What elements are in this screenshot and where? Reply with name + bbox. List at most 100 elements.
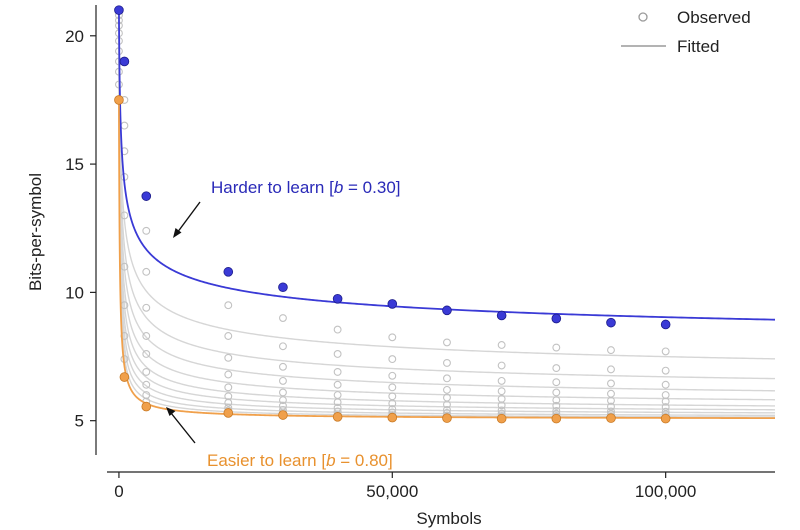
- observed-point-background: [142, 332, 151, 340]
- fitted-curve-background-5: [118, 51, 776, 411]
- observed-point-background: [120, 262, 129, 271]
- observed-point-background: [388, 399, 397, 408]
- observed-point-hard: [223, 267, 234, 277]
- observed-point-easy: [119, 372, 130, 382]
- observed-point-background: [497, 361, 506, 370]
- annotation-harder-arrow-line: [176, 201, 201, 234]
- observed-point-background: [142, 380, 151, 389]
- background-observed-points: [114, 11, 670, 421]
- y-tick-label: 20: [65, 27, 84, 46]
- highlight-observed-points: [114, 5, 671, 424]
- observed-point-easy: [442, 413, 452, 423]
- background-fitted-curves: [118, 15, 776, 418]
- observed-point-background: [279, 388, 287, 397]
- observed-point-background: [552, 378, 561, 387]
- observed-point-easy: [551, 413, 562, 424]
- observed-point-easy: [223, 408, 234, 418]
- observed-point-background: [388, 383, 397, 392]
- annotation-easier-var: b: [326, 451, 335, 470]
- y-axis-ticks: 5 10 15 20: [65, 27, 96, 431]
- observed-point-background: [552, 396, 561, 405]
- fitted-curve-background-4: [118, 40, 776, 407]
- observed-point-easy: [496, 413, 507, 424]
- observed-point-background: [661, 391, 670, 399]
- observed-point-background: [552, 388, 561, 397]
- observed-point-background: [552, 401, 561, 410]
- observed-point-background: [224, 370, 233, 379]
- observed-point-background: [279, 396, 287, 405]
- x-tick-label: 50,000: [366, 482, 418, 501]
- observed-point-background: [388, 371, 397, 380]
- observed-point-background: [443, 374, 451, 383]
- y-axis-title: Bits-per-symbol: [26, 173, 45, 291]
- observed-point-background: [443, 338, 451, 347]
- observed-point-easy: [606, 413, 616, 423]
- observed-point-background: [552, 364, 561, 373]
- x-axis-title: Symbols: [416, 509, 481, 528]
- observed-point-background: [120, 211, 129, 220]
- observed-point-background: [443, 405, 451, 414]
- observed-point-background: [279, 314, 287, 322]
- annotation-easier-arrowhead: [166, 407, 176, 416]
- legend-observed-label: Observed: [677, 8, 751, 27]
- observed-point-hard: [660, 319, 671, 330]
- observed-point-background: [552, 343, 561, 352]
- observed-point-background: [142, 267, 151, 276]
- observed-point-background: [333, 367, 342, 376]
- observed-point-background: [388, 405, 397, 414]
- observed-point-background: [497, 401, 506, 410]
- fitted-curve-background-2: [118, 25, 776, 392]
- observed-point-hard: [114, 5, 124, 15]
- observed-point-easy: [114, 95, 124, 105]
- observed-point-background: [279, 342, 287, 351]
- observed-point-background: [607, 346, 615, 355]
- observed-point-background: [333, 325, 342, 334]
- fitted-curve-background-1: [118, 20, 776, 380]
- observed-point-background: [279, 376, 287, 385]
- annotation-harder: Harder to learn [b = 0.30]: [173, 178, 401, 238]
- observed-point-background: [333, 391, 342, 399]
- observed-point-hard: [551, 313, 562, 324]
- annotation-harder-arrowhead: [173, 228, 182, 238]
- annotation-harder-suffix: = 0.30]: [343, 178, 400, 197]
- observed-point-background: [607, 389, 615, 398]
- observed-point-background: [661, 347, 670, 356]
- observed-point-background: [661, 380, 670, 389]
- observed-point-background: [279, 362, 287, 371]
- observed-point-background: [388, 333, 397, 342]
- annotation-easier-suffix: = 0.80]: [336, 451, 393, 470]
- observed-point-background: [497, 406, 506, 415]
- observed-point-background: [443, 400, 451, 409]
- legend-observed-marker: [638, 12, 648, 22]
- y-tick-label: 15: [65, 155, 84, 174]
- observed-point-easy: [387, 412, 398, 423]
- annotation-harder-var: b: [334, 178, 343, 197]
- observed-point-hard: [119, 56, 130, 67]
- observed-point-background: [142, 350, 151, 358]
- fitted-curve-background-6: [118, 61, 776, 414]
- observed-point-hard: [141, 191, 152, 201]
- observed-point-background: [224, 301, 233, 310]
- fitted-curve-background-3: [118, 33, 776, 401]
- x-tick-label: 100,000: [635, 482, 696, 501]
- observed-point-background: [661, 366, 670, 375]
- annotation-easier-prefix: Easier to learn [: [207, 451, 326, 470]
- legend-fitted-label: Fitted: [677, 37, 720, 56]
- observed-point-hard: [278, 282, 288, 293]
- observed-point-background: [142, 226, 151, 235]
- observed-point-background: [224, 398, 233, 407]
- annotation-easier-text: Easier to learn [b = 0.80]: [207, 451, 393, 470]
- fitted-curve-background-7: [118, 71, 776, 417]
- observed-point-background: [120, 121, 129, 130]
- x-tick-label: 0: [114, 482, 123, 501]
- y-tick-label: 5: [75, 412, 84, 431]
- observed-point-easy: [141, 401, 152, 412]
- observed-point-background: [388, 392, 397, 401]
- observed-point-background: [497, 376, 506, 385]
- observed-point-hard: [387, 299, 398, 309]
- annotation-harder-text: Harder to learn [b = 0.30]: [211, 178, 401, 197]
- observed-point-hard: [496, 310, 507, 321]
- observed-point-background: [497, 341, 506, 349]
- observed-point-easy: [660, 413, 671, 424]
